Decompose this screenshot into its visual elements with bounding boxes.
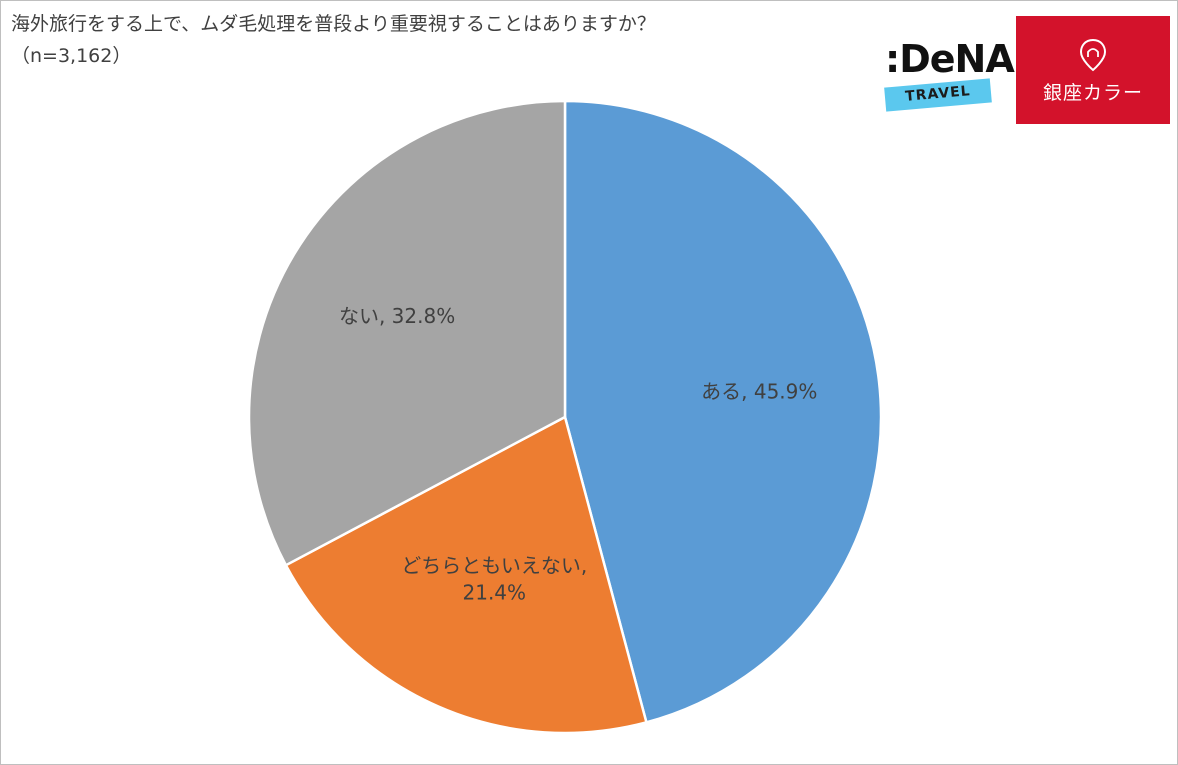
pie-slice-label-line: ない, 32.8% xyxy=(339,304,455,328)
dena-logo-band: TRAVEL xyxy=(884,78,992,112)
pie-slice-2 xyxy=(284,415,648,735)
pie-slice-label-1: ある, 45.9% xyxy=(701,380,817,404)
pie-slice-label-3: ない, 32.8% xyxy=(339,304,455,328)
pie-slice-label-line: ある, 45.9% xyxy=(701,380,817,404)
dena-logo-word: :DeNA xyxy=(885,37,1015,81)
ginza-calla-logo: 銀座カラー xyxy=(1016,16,1170,124)
dena-logo-sub: TRAVEL xyxy=(904,83,972,105)
chart-subtitle: （n=3,162） xyxy=(11,45,132,67)
pin-icon xyxy=(1079,38,1107,72)
ginza-logo-text: 銀座カラー xyxy=(1042,82,1143,104)
pie-slice-1 xyxy=(563,99,883,724)
pie-slice-3 xyxy=(247,99,567,567)
dena-travel-logo: :DeNA TRAVEL xyxy=(881,37,1015,113)
pie-labels: ある, 45.9% どちらともいえない, 21.4% ない, 32.8% xyxy=(339,304,817,605)
chart-title: 海外旅行をする上で、ムダ毛処理を普段より重要視することはありますか？ xyxy=(11,13,656,35)
pie-slices xyxy=(247,99,883,735)
pie-slice-label-line: どちらともいえない, xyxy=(401,554,587,578)
pie-slice-label-2: どちらともいえない, 21.4% xyxy=(401,554,587,605)
pie-slice-label-line: 21.4% xyxy=(463,581,527,605)
